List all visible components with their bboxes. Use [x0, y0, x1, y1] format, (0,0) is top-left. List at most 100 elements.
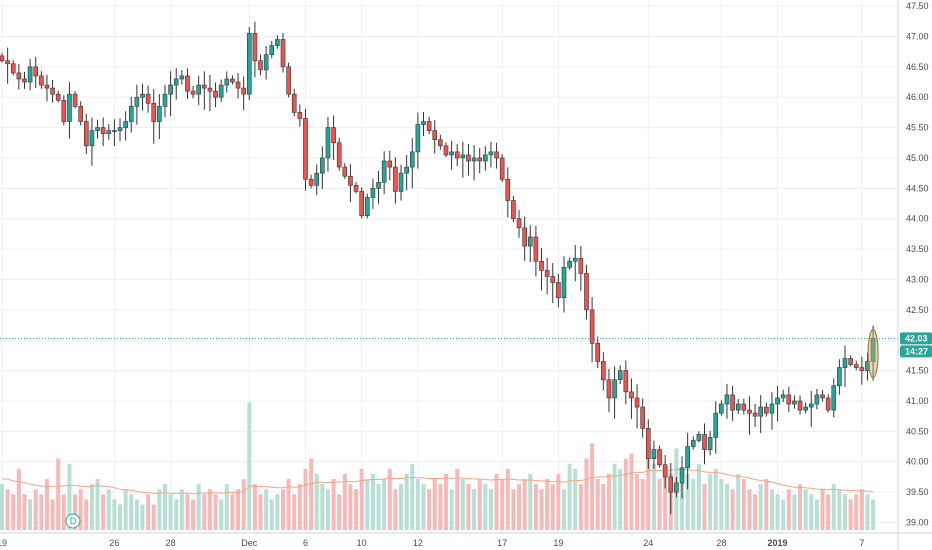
- volume-bar: [264, 489, 269, 530]
- price-axis[interactable]: 39.0039.5040.0040.5041.0041.5042.0042.50…: [906, 1, 929, 527]
- interval-marker[interactable]: D: [65, 513, 81, 529]
- candle-body: [84, 121, 89, 147]
- volume-bar: [399, 484, 404, 530]
- volume-bar: [769, 489, 774, 530]
- volume-bars: [0, 402, 876, 530]
- price-tick-label: 40.00: [906, 457, 929, 467]
- volume-bar: [612, 463, 617, 530]
- candle-body: [516, 218, 522, 229]
- volume-bar: [719, 479, 724, 530]
- volume-bar: [28, 499, 33, 530]
- candle-body: [100, 127, 106, 134]
- volume-bar: [640, 479, 645, 530]
- candle-body: [522, 227, 527, 247]
- candle-body: [837, 367, 842, 387]
- volume-bar: [5, 489, 10, 530]
- candle-body: [291, 93, 297, 113]
- volume-bar: [584, 458, 589, 530]
- volume-bar: [747, 489, 752, 530]
- time-tick-label: 24: [643, 538, 653, 548]
- volume-bar: [359, 468, 364, 530]
- candle-body: [629, 391, 634, 399]
- volume-bar: [84, 499, 89, 530]
- candle-body: [404, 166, 409, 174]
- candle-body: [353, 185, 359, 192]
- price-tick-label: 46.00: [906, 92, 929, 102]
- volume-bar: [528, 473, 533, 530]
- candle-body: [601, 361, 606, 381]
- candle-body: [202, 84, 207, 89]
- candle-body: [409, 151, 415, 168]
- candle-body: [263, 54, 269, 71]
- volume-bar: [207, 489, 212, 530]
- candle-body: [348, 175, 353, 186]
- candle-body: [662, 464, 668, 478]
- volume-bar: [432, 479, 437, 530]
- price-candles[interactable]: [0, 21, 876, 515]
- candle-body: [376, 181, 381, 189]
- volume-bar: [781, 499, 786, 530]
- price-tick-label: 39.50: [906, 487, 929, 497]
- volume-bar: [157, 489, 162, 530]
- candle-body: [303, 118, 308, 180]
- volume-bar: [646, 443, 651, 530]
- volume-bar: [741, 479, 746, 530]
- candle-body: [39, 75, 44, 86]
- volume-bar: [168, 494, 173, 530]
- candle-body: [539, 260, 544, 271]
- volume-bar: [342, 473, 347, 530]
- price-tick-label: 46.50: [906, 62, 929, 72]
- candle-body: [612, 379, 617, 399]
- volume-bar: [196, 484, 201, 530]
- volume-bar: [44, 479, 49, 530]
- volume-bar: [573, 468, 578, 530]
- volume-bar: [325, 489, 330, 530]
- last-candle-highlight: [867, 328, 879, 379]
- volume-bar: [331, 479, 336, 530]
- volume-bar: [101, 494, 106, 530]
- volume-bar: [421, 484, 426, 530]
- candle-body: [831, 385, 837, 411]
- candle-body: [258, 60, 263, 71]
- volume-bar: [286, 479, 291, 530]
- candle-body: [342, 166, 348, 177]
- candle-body: [690, 440, 696, 447]
- candle-body: [572, 257, 578, 262]
- candle-body: [123, 121, 128, 128]
- price-tick-label: 41.00: [906, 396, 929, 406]
- volume-bar: [550, 484, 555, 530]
- candle-body: [106, 130, 112, 134]
- candle-body: [674, 482, 679, 493]
- volume-bar: [702, 484, 707, 530]
- candle-body: [550, 276, 556, 283]
- candle-body: [359, 191, 364, 216]
- candle-body: [196, 84, 201, 95]
- volume-bar: [606, 473, 611, 530]
- time-tick-label: 19: [0, 538, 7, 548]
- interval-marker-circle[interactable]: [65, 513, 81, 529]
- candle-body: [95, 127, 100, 131]
- candle-body: [820, 394, 825, 399]
- volume-bar: [56, 458, 61, 530]
- volume-bar: [140, 504, 145, 530]
- candle-body: [561, 267, 567, 299]
- candle-body: [460, 154, 466, 159]
- candle-body: [775, 397, 780, 405]
- candle-body: [168, 84, 173, 95]
- time-axis[interactable]: 19 26 28 Dec 6 10 12 17 19 24 28 2019 7: [0, 538, 864, 548]
- candle-body: [499, 157, 505, 180]
- volume-bar: [567, 463, 572, 530]
- time-tick-label: 7: [859, 538, 864, 548]
- candle-body: [393, 166, 398, 192]
- volume-bar: [297, 484, 302, 530]
- candle-body: [556, 282, 561, 299]
- interval-marker-label[interactable]: D: [70, 516, 77, 526]
- candle-body: [381, 160, 387, 183]
- candle-body: [308, 178, 314, 186]
- candle-body: [533, 236, 539, 262]
- candle-body: [269, 45, 275, 55]
- volume-bar: [179, 489, 184, 530]
- price-tick-label: 47.00: [906, 31, 929, 41]
- price-tick-label: 44.00: [906, 214, 929, 224]
